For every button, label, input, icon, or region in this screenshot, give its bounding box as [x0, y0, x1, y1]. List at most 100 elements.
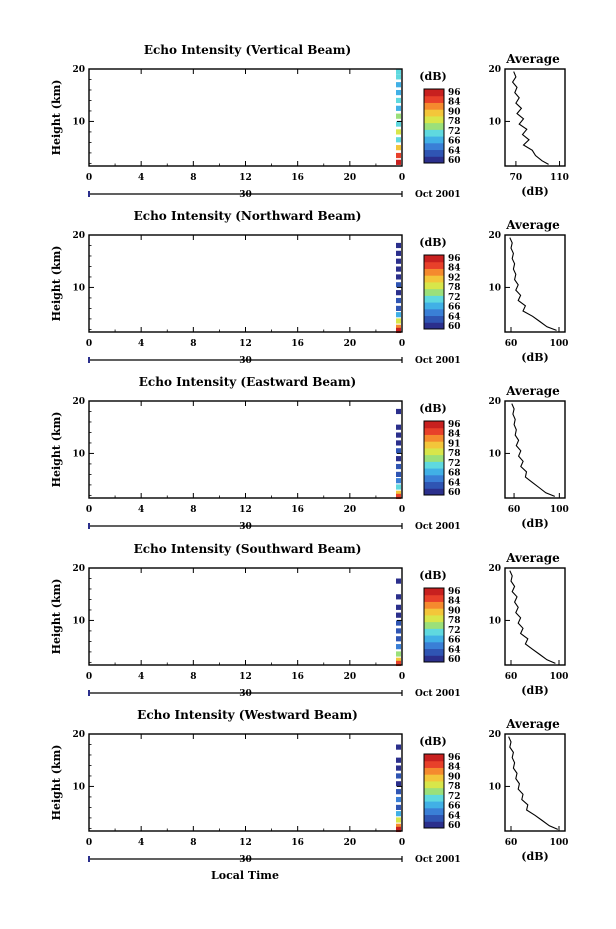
month-label: Oct 2001	[415, 356, 461, 366]
y-tick-label: 20	[72, 65, 85, 75]
heatmap-cell	[396, 765, 401, 771]
average-profile-line	[509, 570, 556, 664]
average-y-tick-label: 10	[488, 283, 501, 293]
date-label: 30	[239, 522, 252, 532]
colorbar-segment	[424, 102, 444, 110]
average-x-tick-label: 100	[550, 339, 569, 349]
average-x-tick-label: 60	[505, 339, 518, 349]
colorbar-segment	[424, 156, 444, 164]
heatmap-cell	[396, 121, 401, 127]
panel-title: Echo Intensity (Northward Beam)	[134, 209, 362, 223]
heatmap-cell	[396, 274, 401, 280]
colorbar-segment	[424, 308, 444, 317]
colorbar-segment	[424, 89, 444, 97]
colorbar-segment	[424, 601, 444, 609]
heatmap-cell	[396, 789, 401, 795]
colorbar-tick-label: 72	[448, 792, 461, 802]
month-label: Oct 2001	[415, 855, 461, 865]
heatmap-cell	[396, 145, 401, 151]
month-label: Oct 2001	[415, 190, 461, 200]
average-panel: Average 10 20 60 100(dB)	[488, 384, 568, 530]
colorbar-tick-label: 90	[448, 606, 461, 616]
colorbar-segment	[424, 767, 444, 775]
colorbar-tick-label: 90	[448, 772, 461, 782]
plot-frame	[88, 400, 403, 499]
colorbar-segment	[424, 95, 444, 103]
x-tick-label: 4	[138, 838, 144, 848]
colorbar-segment	[424, 322, 444, 330]
colorbar-segment	[424, 787, 444, 795]
average-x-tick-label: 70	[510, 173, 523, 183]
colorbar-tick-label: 96	[448, 420, 461, 430]
colorbar-tick-label: 60	[448, 655, 461, 665]
average-x-tick-label: 100	[550, 838, 569, 848]
date-label: 30	[239, 689, 252, 699]
average-panel: Average 10 20 60 100(dB)	[488, 551, 568, 697]
x-tick-label: 0	[399, 339, 405, 349]
colorbar-segment	[424, 648, 444, 656]
heatmap-cell	[396, 137, 401, 143]
colorbar-segment	[424, 614, 444, 623]
colorbar-tick-label: 68	[448, 469, 461, 479]
colorbar-tick-label: 92	[448, 273, 461, 283]
colorbar-segment	[424, 288, 444, 296]
heatmap-cell	[396, 282, 401, 288]
x-tick-label: 0	[86, 838, 92, 848]
average-y-tick-label: 10	[488, 782, 501, 792]
panel-5: Echo Intensity (Westward Beam) 10 20 Height…	[50, 708, 568, 865]
heatmap-column	[396, 578, 401, 667]
y-tick-label: 20	[72, 564, 85, 574]
colorbar-segment	[424, 801, 444, 809]
heatmap-cell	[396, 578, 401, 584]
average-frame	[504, 567, 566, 666]
colorbar-tick-label: 64	[448, 478, 461, 488]
heatmap-cell	[396, 129, 401, 135]
colorbar-segment	[424, 441, 444, 449]
x-tick-label: 4	[138, 672, 144, 682]
y-tick-label: 10	[72, 782, 85, 792]
average-y-tick-label: 20	[488, 397, 501, 407]
average-frame	[504, 68, 566, 167]
x-tick-label: 20	[344, 838, 357, 848]
colorbar-label: (dB)	[419, 735, 446, 748]
heatmap-cell	[396, 781, 401, 787]
panel-title: Echo Intensity (Eastward Beam)	[139, 375, 356, 389]
y-axis-label: Height (km)	[50, 745, 63, 821]
average-profile-line	[511, 71, 549, 165]
colorbar-segment	[424, 109, 444, 117]
colorbar-label: (dB)	[419, 236, 446, 249]
x-tick-label: 20	[344, 173, 357, 183]
heatmap-cell	[396, 97, 401, 104]
heatmap-cell	[396, 312, 401, 318]
colorbar-segment	[424, 434, 444, 442]
colorbar-tick-label: 96	[448, 254, 461, 264]
x-tick-label: 4	[138, 339, 144, 349]
colorbar-segment	[424, 621, 444, 629]
colorbar-tick-label: 66	[448, 636, 461, 646]
colorbar-segment	[424, 780, 444, 789]
heatmap-cell	[396, 620, 401, 626]
heatmap-cell	[396, 471, 401, 478]
y-axis-label: Height (km)	[50, 246, 63, 322]
x-tick-label: 4	[138, 505, 144, 515]
heatmap-cell	[396, 478, 401, 484]
heatmap-cell	[396, 448, 401, 454]
y-tick-label: 10	[72, 449, 85, 459]
colorbar-tick-label: 84	[448, 597, 461, 607]
colorbar-segment	[424, 754, 444, 762]
x-tick-label: 12	[239, 505, 252, 515]
heatmap-cell	[396, 612, 401, 618]
colorbar-segment	[424, 807, 444, 816]
heatmap-cell	[396, 660, 401, 667]
colorbar-frame	[423, 254, 445, 330]
heatmap-cell	[396, 644, 401, 650]
colorbar-segment	[424, 275, 444, 283]
average-y-tick-label: 20	[488, 231, 501, 241]
average-y-tick-label: 10	[488, 449, 501, 459]
colorbar-segment	[424, 821, 444, 829]
heatmap-cell	[396, 408, 401, 415]
heatmap-cell	[396, 493, 401, 500]
colorbar-segment	[424, 641, 444, 650]
x-tick-label: 8	[190, 173, 196, 183]
colorbar-segment	[424, 481, 444, 489]
